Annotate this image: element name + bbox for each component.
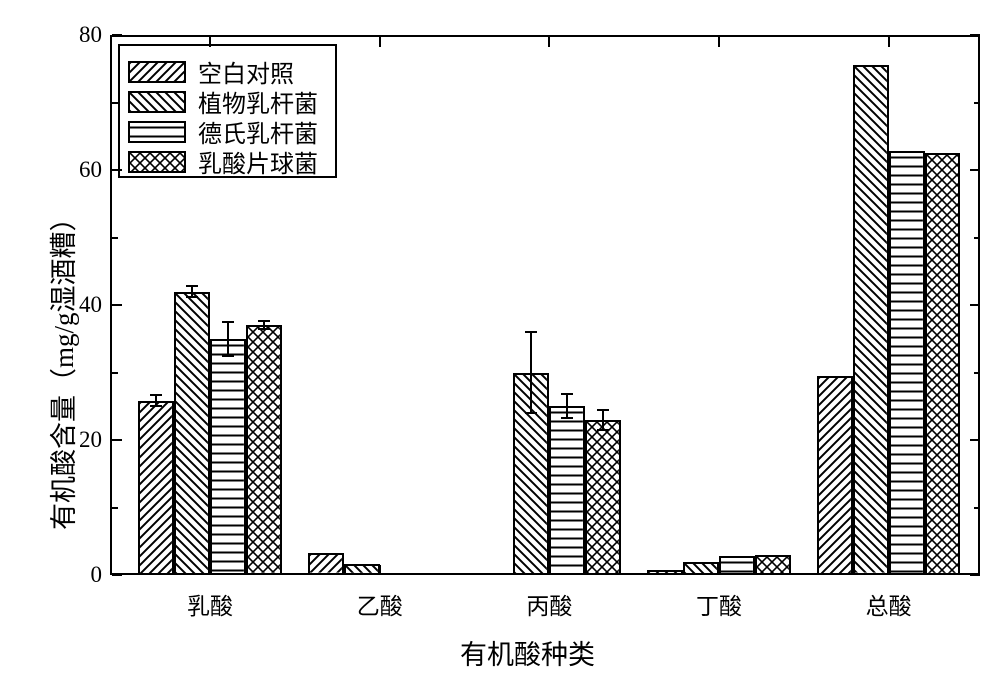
legend-swatch — [128, 151, 186, 173]
error-bar — [566, 394, 568, 418]
y-tick-right — [970, 574, 980, 576]
organic-acid-bar-chart: 有机酸含量（mg/g湿酒糟） 有机酸种类 0 20 40 60 80 乳酸 乙酸 丙酸 丁酸 总… — [0, 0, 1000, 676]
y-minor-tick-right — [974, 237, 980, 239]
y-tick-right — [970, 439, 980, 441]
error-cap — [258, 320, 270, 322]
x-tick-top — [718, 37, 720, 47]
y-tick-right — [970, 34, 980, 36]
x-tick-top — [379, 37, 381, 47]
y-axis-title: 有机酸含量（mg/g湿酒糟） — [42, 204, 81, 530]
error-cap — [525, 331, 537, 333]
bar — [853, 65, 889, 575]
legend-swatch — [128, 121, 186, 143]
error-bar — [227, 322, 229, 356]
bar — [647, 570, 683, 575]
x-category-label: 乳酸 — [160, 587, 260, 621]
x-category-label: 总酸 — [839, 587, 939, 621]
y-minor-tick-right — [974, 507, 980, 509]
y-tick — [112, 574, 122, 576]
bar — [585, 420, 621, 575]
bar — [246, 325, 282, 575]
x-tick — [888, 565, 890, 575]
error-cap — [597, 429, 609, 431]
y-tick-right — [970, 304, 980, 306]
legend-swatch — [128, 91, 186, 113]
y-tick — [112, 169, 122, 171]
y-tick — [112, 304, 122, 306]
y-tick-right — [970, 169, 980, 171]
legend-item: 乳酸片球菌 — [128, 144, 318, 179]
y-tick-label: 20 — [79, 427, 102, 453]
error-cap — [525, 412, 537, 414]
y-minor-tick — [112, 507, 118, 509]
error-cap — [222, 355, 234, 357]
y-tick — [112, 34, 122, 36]
x-axis-title: 有机酸种类 — [460, 633, 595, 672]
y-tick-label: 0 — [91, 562, 103, 588]
bar — [138, 401, 174, 575]
legend-swatch — [128, 61, 186, 83]
x-tick — [379, 565, 381, 575]
bar — [683, 562, 719, 576]
error-cap — [186, 296, 198, 298]
error-bar — [530, 332, 532, 413]
error-bar — [602, 410, 604, 430]
bar — [817, 376, 853, 575]
error-cap — [222, 321, 234, 323]
x-tick — [209, 565, 211, 575]
y-minor-tick-right — [974, 102, 980, 104]
x-tick — [548, 565, 550, 575]
x-category-label: 丙酸 — [499, 587, 599, 621]
error-cap — [561, 417, 573, 419]
error-cap — [258, 328, 270, 330]
x-tick-top — [209, 37, 211, 47]
bar — [174, 292, 210, 576]
bar — [755, 555, 791, 575]
x-tick — [718, 565, 720, 575]
bar — [889, 151, 925, 575]
bar — [719, 556, 755, 575]
y-tick-label: 80 — [79, 22, 102, 48]
x-category-label: 丁酸 — [669, 587, 769, 621]
y-minor-tick — [112, 237, 118, 239]
x-tick-top — [888, 37, 890, 47]
y-minor-tick — [112, 372, 118, 374]
x-category-label: 乙酸 — [330, 587, 430, 621]
error-cap — [150, 394, 162, 396]
bar — [549, 406, 585, 575]
y-tick-label: 40 — [79, 292, 102, 318]
error-cap — [150, 405, 162, 407]
y-tick-label: 60 — [79, 157, 102, 183]
bar — [210, 339, 246, 575]
bar — [344, 564, 380, 575]
legend-label: 乳酸片球菌 — [198, 144, 318, 179]
error-cap — [597, 409, 609, 411]
x-tick-top — [548, 37, 550, 47]
bar — [925, 153, 961, 575]
bar — [308, 553, 344, 575]
error-cap — [186, 285, 198, 287]
y-tick — [112, 439, 122, 441]
y-minor-tick — [112, 102, 118, 104]
error-cap — [561, 393, 573, 395]
y-minor-tick-right — [974, 372, 980, 374]
